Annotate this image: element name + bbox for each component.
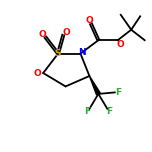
Text: O: O (116, 40, 124, 49)
Text: F: F (84, 107, 90, 116)
Text: O: O (86, 16, 93, 25)
Text: O: O (39, 30, 46, 40)
Polygon shape (89, 76, 100, 95)
Text: F: F (107, 107, 113, 116)
Text: O: O (33, 69, 41, 78)
Text: O: O (62, 28, 70, 37)
Text: F: F (116, 88, 122, 97)
Text: N: N (78, 48, 86, 57)
Text: S: S (55, 49, 61, 58)
